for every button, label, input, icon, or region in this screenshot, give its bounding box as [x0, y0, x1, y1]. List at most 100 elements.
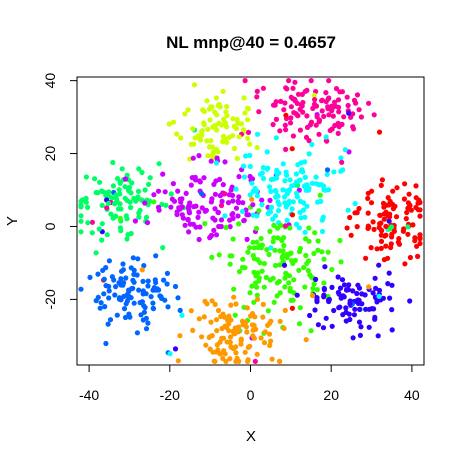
scatter-point: [329, 323, 335, 329]
scatter-point: [343, 309, 349, 315]
scatter-point: [220, 335, 227, 341]
scatter-point: [297, 305, 303, 311]
scatter-point: [343, 305, 349, 311]
scatter-point: [165, 304, 171, 310]
scatter-point: [267, 342, 273, 348]
scatter-point: [216, 252, 222, 258]
scatter-point: [278, 98, 284, 104]
scatter-point: [211, 181, 217, 187]
scatter-point: [220, 355, 226, 362]
scatter-point: [297, 245, 303, 252]
scatter-point: [339, 159, 345, 165]
scatter-point: [407, 298, 413, 304]
scatter-point: [128, 265, 134, 271]
scatter-point: [308, 119, 315, 125]
scatter-point: [213, 317, 220, 323]
scatter-point: [224, 139, 230, 145]
scatter-point: [258, 245, 264, 251]
scatter-point: [249, 180, 255, 186]
scatter-point: [245, 357, 251, 363]
scatter-point: [265, 322, 271, 328]
scatter-point: [331, 307, 337, 314]
scatter-point: [241, 127, 247, 133]
scatter-point: [191, 82, 198, 88]
scatter-point: [175, 188, 181, 194]
scatter-point: [219, 325, 225, 332]
scatter-point: [199, 205, 205, 211]
scatter-point: [272, 102, 278, 108]
scatter-point: [207, 117, 213, 123]
scatter-point: [123, 301, 129, 307]
scatter-point: [136, 210, 142, 216]
scatter-point: [389, 201, 396, 207]
scatter-point: [289, 146, 295, 152]
scatter-point: [267, 277, 273, 283]
scatter-point: [215, 209, 221, 215]
scatter-point: [281, 262, 288, 268]
scatter-point: [294, 292, 300, 298]
scatter-point: [289, 212, 296, 218]
scatter-point: [251, 269, 257, 275]
scatter-point: [312, 97, 318, 103]
scatter-point: [254, 351, 260, 357]
scatter-point: [282, 100, 288, 106]
scatter-point: [208, 104, 214, 110]
scatter-point: [241, 95, 247, 101]
scatter-point: [155, 188, 162, 194]
scatter-point: [203, 207, 209, 213]
scatter-point: [357, 332, 363, 338]
scatter-point: [222, 191, 228, 197]
scatter-point: [162, 189, 168, 195]
scatter-point: [277, 318, 283, 324]
scatter-point: [296, 225, 302, 231]
scatter-point: [386, 218, 392, 224]
scatter-point: [210, 215, 216, 221]
scatter-point: [186, 229, 192, 235]
scatter-point: [136, 214, 142, 220]
scatter-point: [335, 130, 341, 136]
scatter-point: [236, 199, 242, 206]
scatter-point: [140, 278, 146, 284]
scatter-point: [191, 204, 197, 210]
scatter-point: [274, 225, 281, 231]
scatter-point: [216, 120, 222, 126]
scatter-point: [243, 324, 249, 330]
scatter-point: [345, 102, 351, 109]
scatter-point: [171, 198, 178, 204]
scatter-point: [145, 278, 151, 284]
scatter-point: [379, 177, 385, 183]
scatter-point: [172, 283, 179, 290]
scatter-point: [78, 229, 84, 235]
scatter-point: [108, 211, 114, 217]
scatter-point: [396, 241, 403, 247]
scatter-point: [311, 281, 317, 287]
scatter-point: [106, 283, 112, 290]
scatter-point: [344, 94, 350, 100]
x-axis-label: X: [246, 428, 256, 445]
scatter-point: [322, 264, 328, 270]
scatter-point: [256, 109, 262, 115]
scatter-point: [329, 266, 335, 273]
scatter-point: [201, 175, 207, 181]
scatter-point: [254, 94, 260, 100]
scatter-point: [290, 133, 296, 139]
scatter-point: [275, 208, 282, 214]
scatter-point: [93, 298, 99, 304]
scatter-point: [401, 196, 407, 202]
scatter-point: [261, 340, 268, 346]
scatter-point: [394, 185, 400, 191]
scatter-point: [128, 190, 134, 196]
scatter-point: [240, 200, 246, 206]
scatter-point: [378, 245, 384, 251]
scatter-point: [320, 325, 327, 331]
scatter-point: [249, 196, 255, 202]
scatter-point: [215, 347, 221, 353]
scatter-point: [276, 278, 282, 284]
scatter-point: [404, 209, 410, 216]
scatter-point: [315, 199, 321, 205]
scatter-point: [353, 100, 359, 106]
scatter-point: [188, 182, 194, 188]
scatter-point: [366, 324, 372, 330]
scatter-point: [288, 297, 294, 303]
